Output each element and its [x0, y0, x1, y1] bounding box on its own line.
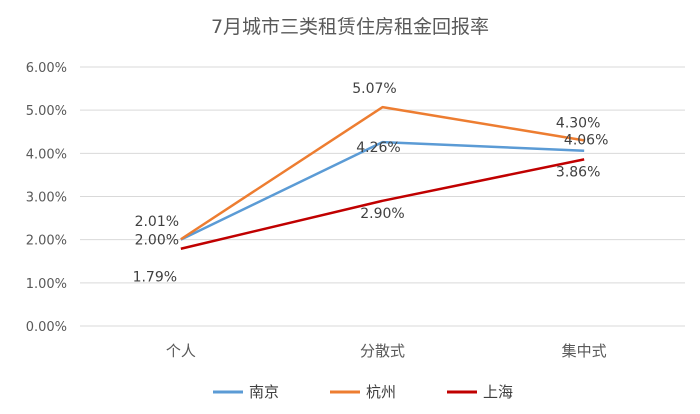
y-tick-label: 1.00%: [26, 277, 67, 292]
series-lines: [180, 105, 585, 250]
data-label: 5.07%: [352, 81, 396, 97]
series-line-杭州: [180, 105, 585, 241]
y-tick-label: 2.00%: [26, 234, 67, 249]
series-line-南京: [180, 140, 585, 241]
data-label: 2.90%: [360, 206, 404, 222]
y-tick-label: 6.00%: [26, 61, 67, 76]
x-category-label: 集中式: [562, 342, 607, 360]
gridlines: [80, 66, 685, 327]
x-category-label: 分散式: [360, 342, 405, 360]
data-label: 4.26%: [356, 140, 400, 156]
y-tick-label: 4.00%: [26, 147, 67, 162]
legend-label: 上海: [483, 383, 513, 401]
data-label: 4.06%: [564, 133, 608, 149]
chart-title: 7月城市三类租赁住房租金回报率: [211, 16, 489, 38]
x-category-label: 个人: [166, 342, 196, 360]
series-line-上海: [180, 158, 585, 250]
y-tick-label: 3.00%: [26, 191, 67, 206]
data-label: 3.86%: [556, 164, 600, 180]
data-label: 2.00%: [135, 233, 179, 249]
y-axis-ticks: 0.00% 1.00% 2.00% 3.00% 4.00% 5.00% 6.00%: [26, 61, 67, 335]
data-label: 1.79%: [133, 270, 177, 286]
data-label: 2.01%: [135, 214, 179, 230]
legend-label: 杭州: [366, 383, 396, 401]
y-tick-label: 5.00%: [26, 104, 67, 119]
data-label: 4.30%: [556, 115, 600, 131]
y-tick-label: 0.00%: [26, 320, 67, 335]
x-axis-categories: 个人 分散式 集中式: [166, 342, 607, 360]
data-labels: 2.00% 4.26% 4.06% 2.01% 5.07% 4.30% 1.79% 2.90%…: [133, 81, 609, 286]
legend: 南京 杭州 上海: [213, 383, 513, 401]
legend-label: 南京: [249, 383, 279, 401]
